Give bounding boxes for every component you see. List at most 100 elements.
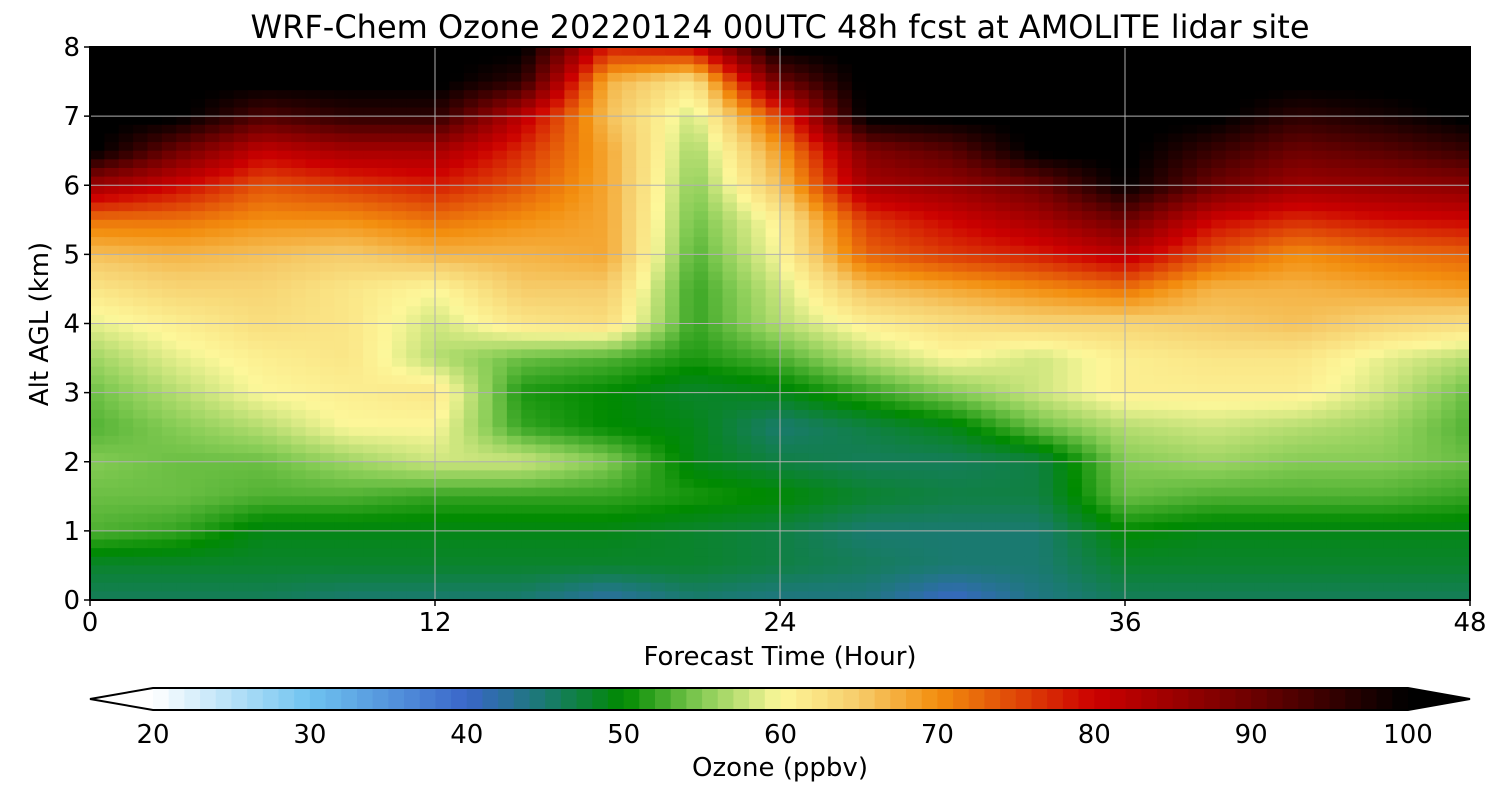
- heatmap-cell: [1110, 375, 1126, 385]
- heatmap-cell: [823, 332, 839, 342]
- heatmap-cell: [506, 193, 522, 204]
- heatmap-cell: [363, 98, 379, 109]
- heatmap-cell: [391, 150, 407, 160]
- heatmap-cell: [478, 332, 494, 342]
- heatmap-cell: [363, 176, 379, 186]
- heatmap-cell: [104, 116, 120, 126]
- heatmap-cell: [1412, 159, 1428, 169]
- heatmap-cell: [1153, 427, 1169, 437]
- heatmap-cell: [923, 401, 939, 411]
- heatmap-cell: [391, 288, 407, 299]
- heatmap-cell: [1053, 64, 1069, 74]
- heatmap-cell: [1383, 133, 1399, 143]
- heatmap-cell: [679, 116, 695, 126]
- heatmap-cell: [794, 159, 810, 169]
- heatmap-cell: [90, 461, 105, 471]
- heatmap-cell: [1297, 487, 1313, 497]
- heatmap-cell: [722, 375, 738, 385]
- heatmap-cell: [1168, 193, 1184, 204]
- heatmap-cell: [1153, 288, 1169, 299]
- heatmap-cell: [1182, 211, 1198, 221]
- heatmap-cell: [1441, 219, 1457, 230]
- heatmap-cell: [478, 228, 494, 238]
- heatmap-cell: [133, 193, 149, 204]
- heatmap-cell: [1182, 47, 1198, 57]
- heatmap-cell: [1081, 254, 1097, 264]
- heatmap-cell: [751, 444, 767, 454]
- heatmap-cell: [1283, 64, 1299, 74]
- heatmap-cell: [578, 461, 594, 471]
- heatmap-cell: [320, 453, 335, 463]
- heatmap-cell: [837, 306, 853, 316]
- heatmap-cell: [550, 383, 565, 394]
- heatmap-cell: [90, 349, 105, 359]
- heatmap-cell: [923, 409, 939, 420]
- heatmap-cell: [118, 453, 134, 463]
- heatmap-cell: [679, 479, 695, 489]
- heatmap-cell: [1010, 98, 1025, 109]
- heatmap-cell: [1024, 150, 1040, 160]
- heatmap-cell: [866, 116, 882, 126]
- heatmap-cell: [607, 470, 623, 480]
- heatmap-cell: [176, 271, 192, 281]
- heatmap-cell: [176, 383, 192, 394]
- heatmap-cell: [578, 453, 594, 463]
- heatmap-cell: [679, 427, 695, 437]
- heatmap-cell: [1125, 427, 1140, 437]
- heatmap-cell: [363, 150, 379, 160]
- heatmap-cell: [1340, 237, 1356, 247]
- heatmap-cell: [1297, 98, 1313, 109]
- heatmap-cell: [262, 470, 278, 480]
- heatmap-cell: [1211, 392, 1227, 402]
- heatmap-cell: [665, 237, 680, 247]
- heatmap-cell: [104, 98, 120, 109]
- heatmap-cell: [981, 358, 997, 368]
- heatmap-cell: [837, 479, 853, 489]
- heatmap-cell: [650, 150, 666, 160]
- heatmap-cell: [736, 254, 752, 264]
- heatmap-cell: [363, 418, 379, 428]
- heatmap-cell: [1240, 453, 1255, 463]
- heatmap-cell: [1355, 167, 1370, 178]
- heatmap-cell: [521, 55, 537, 65]
- heatmap-cell: [449, 271, 465, 281]
- heatmap-cell: [1412, 427, 1428, 437]
- heatmap-cell: [377, 263, 393, 273]
- heatmap-cell: [722, 150, 738, 160]
- heatmap-cell: [636, 461, 652, 471]
- heatmap-cell: [1139, 90, 1155, 100]
- heatmap-cell: [104, 444, 120, 454]
- heatmap-cell: [1297, 409, 1313, 420]
- heatmap-cell: [794, 366, 810, 376]
- heatmap-cell: [233, 245, 249, 255]
- heatmap-cell: [1297, 176, 1313, 186]
- heatmap-cell: [291, 383, 307, 394]
- heatmap-cell: [938, 167, 954, 178]
- heatmap-cell: [564, 185, 580, 195]
- heatmap-cell: [219, 124, 235, 135]
- heatmap-cell: [1369, 479, 1385, 489]
- heatmap-cell: [1196, 470, 1212, 480]
- heatmap-cell: [334, 142, 350, 152]
- heatmap-cell: [895, 150, 910, 160]
- heatmap-cell: [593, 98, 609, 109]
- heatmap-cell: [391, 349, 407, 359]
- heatmap-cell: [1225, 64, 1241, 74]
- heatmap-cell: [1139, 124, 1155, 135]
- heatmap-cell: [1398, 401, 1414, 411]
- heatmap-cell: [1355, 133, 1370, 143]
- heatmap-cell: [1153, 444, 1169, 454]
- heatmap-cell: [492, 427, 508, 437]
- heatmap-cell: [693, 202, 709, 212]
- heatmap-cell: [118, 297, 134, 307]
- heatmap-cell: [1455, 349, 1470, 359]
- heatmap-cell: [765, 392, 781, 402]
- heatmap-cell: [765, 306, 781, 316]
- heatmap-cell: [1340, 64, 1356, 74]
- heatmap-cell: [233, 375, 249, 385]
- heatmap-cell: [765, 193, 781, 204]
- heatmap-cell: [406, 124, 422, 135]
- heatmap-cell: [765, 133, 781, 143]
- heatmap-cell: [1297, 150, 1313, 160]
- heatmap-cell: [1311, 340, 1327, 351]
